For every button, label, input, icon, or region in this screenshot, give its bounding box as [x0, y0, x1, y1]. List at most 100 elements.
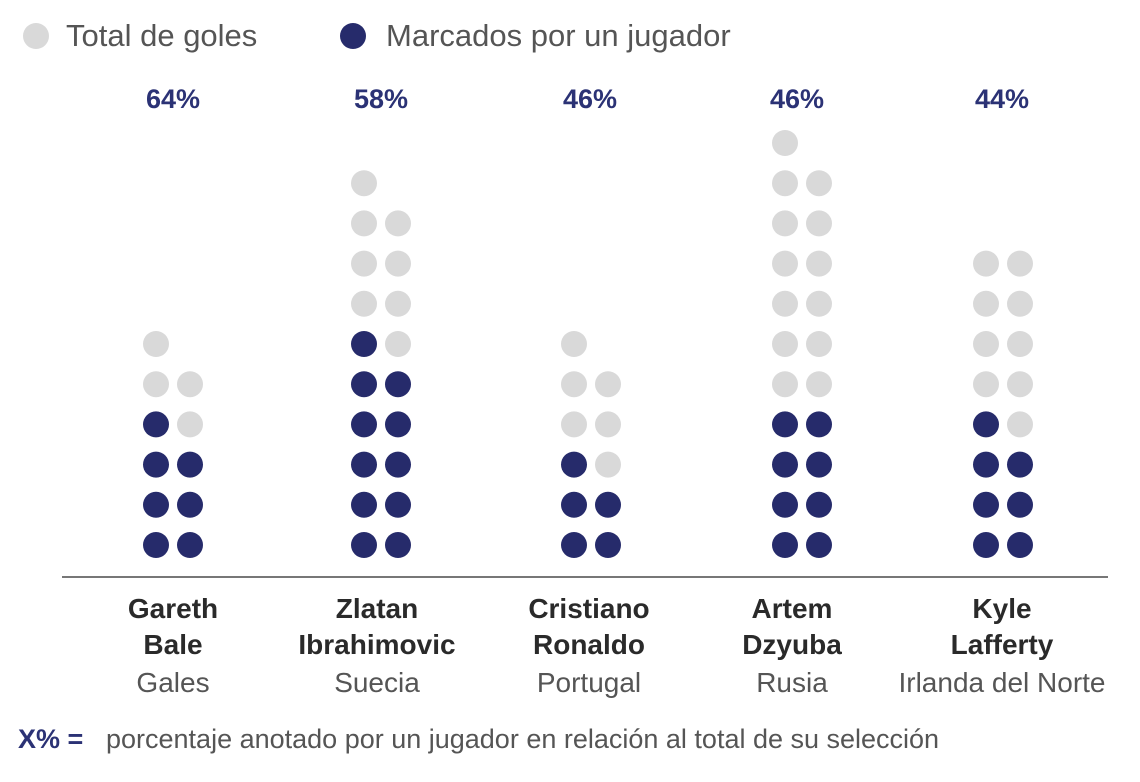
- goal-dot-team: [973, 290, 999, 317]
- goal-dot-team: [772, 371, 798, 398]
- goal-dot-player: [772, 491, 798, 518]
- goal-dot-player: [385, 371, 411, 398]
- player-name-line2: Lafferty: [951, 629, 1054, 660]
- goal-dot-team: [806, 331, 832, 357]
- legend-label-player: Marcados por un jugador: [386, 18, 731, 53]
- player-country: Irlanda del Norte: [898, 667, 1105, 698]
- goal-dot-team: [806, 210, 832, 237]
- goal-dot-team: [595, 411, 621, 438]
- goal-dot-team: [561, 411, 587, 438]
- player-country: Suecia: [334, 667, 420, 698]
- footnote: X% = porcentaje anotado por un jugador e…: [18, 724, 939, 754]
- goal-dot-team: [772, 250, 798, 277]
- goal-dot-player: [177, 451, 203, 478]
- goal-dot-team: [806, 371, 832, 398]
- player-labels: Gareth Bale Gales Zlatan Ibrahimovic Sue…: [128, 593, 1106, 698]
- player-name-line2: Bale: [143, 629, 202, 660]
- goal-dot-team: [351, 250, 377, 277]
- goal-dot-player: [595, 491, 621, 518]
- player-name-line1: Cristiano: [528, 593, 649, 624]
- goal-dot-player: [806, 532, 832, 558]
- player-name-line2: Ibrahimovic: [298, 629, 455, 660]
- goal-dot-player: [385, 491, 411, 518]
- goal-dot-team: [772, 210, 798, 237]
- goal-dot-player: [973, 491, 999, 518]
- goal-dot-player: [1007, 532, 1033, 558]
- goal-dot-team: [973, 331, 999, 357]
- player-country: Gales: [136, 667, 209, 698]
- goal-dot-player: [595, 532, 621, 558]
- goal-dot-player: [561, 491, 587, 518]
- goal-dot-team: [595, 371, 621, 398]
- goal-dot-team: [595, 451, 621, 478]
- goal-dot-team: [1007, 411, 1033, 438]
- goal-dot-player: [351, 371, 377, 398]
- goal-dot-player: [351, 331, 377, 357]
- goal-dot-player: [1007, 451, 1033, 478]
- legend: Total de goles Marcados por un jugador: [23, 18, 731, 53]
- goal-dot-team: [1007, 250, 1033, 277]
- goal-dot-team: [385, 250, 411, 277]
- goal-dot-team: [806, 170, 832, 197]
- goal-dot-team: [772, 290, 798, 317]
- goal-dot-team: [561, 331, 587, 357]
- goal-dot-player: [385, 532, 411, 558]
- goal-dot-player: [772, 451, 798, 478]
- footnote-key: X% =: [18, 724, 83, 754]
- percent-label: 46%: [770, 84, 824, 114]
- goal-dot-player: [973, 451, 999, 478]
- goal-dot-team: [1007, 371, 1033, 398]
- goal-dot-player: [973, 411, 999, 438]
- goal-dot-player: [806, 411, 832, 438]
- goal-dot-team: [177, 411, 203, 438]
- goal-dot-player: [385, 411, 411, 438]
- goal-dot-team: [143, 371, 169, 398]
- percent-labels: 64% 58% 46% 46% 44%: [146, 84, 1029, 114]
- legend-swatch-player: [340, 23, 366, 49]
- player-country: Portugal: [537, 667, 641, 698]
- player-country: Rusia: [756, 667, 828, 698]
- goal-dot-player: [143, 411, 169, 438]
- goal-dot-team: [143, 331, 169, 357]
- goal-dot-player: [806, 451, 832, 478]
- goal-dot-team: [772, 170, 798, 197]
- goal-dot-player: [973, 532, 999, 558]
- goal-dot-team: [973, 371, 999, 398]
- goal-dot-player: [806, 491, 832, 518]
- legend-label-total: Total de goles: [66, 18, 257, 53]
- legend-swatch-total: [23, 23, 49, 49]
- player-name-line2: Ronaldo: [533, 629, 645, 660]
- goal-dot-team: [973, 250, 999, 277]
- player-name-line1: Gareth: [128, 593, 218, 624]
- goal-dot-player: [561, 451, 587, 478]
- goal-dot-team: [772, 331, 798, 357]
- goal-dot-player: [143, 532, 169, 558]
- goal-dot-player: [772, 411, 798, 438]
- goal-dot-player: [561, 532, 587, 558]
- goal-dot-player: [143, 491, 169, 518]
- goal-dot-team: [351, 170, 377, 197]
- goal-dot-team: [806, 290, 832, 317]
- goal-dot-player: [177, 491, 203, 518]
- percent-label: 64%: [146, 84, 200, 114]
- player-name-line2: Dzyuba: [742, 629, 842, 660]
- goal-dot-team: [1007, 290, 1033, 317]
- goal-dot-player: [385, 451, 411, 478]
- goal-dot-team: [385, 290, 411, 317]
- goal-dot-team: [806, 250, 832, 277]
- percent-label: 46%: [563, 84, 617, 114]
- goal-dot-team: [351, 210, 377, 237]
- goal-dot-team: [1007, 331, 1033, 357]
- goal-dot-player: [1007, 491, 1033, 518]
- goal-dot-team: [177, 371, 203, 398]
- goal-dot-team: [385, 210, 411, 237]
- footnote-text: porcentaje anotado por un jugador en rel…: [106, 724, 939, 754]
- goal-dot-player: [143, 451, 169, 478]
- goal-dot-player: [772, 532, 798, 558]
- goal-dot-player: [351, 491, 377, 518]
- goal-dot-player: [351, 411, 377, 438]
- goal-dot-player: [177, 532, 203, 558]
- goal-dot-team: [561, 371, 587, 398]
- player-name-line1: Kyle: [972, 593, 1031, 624]
